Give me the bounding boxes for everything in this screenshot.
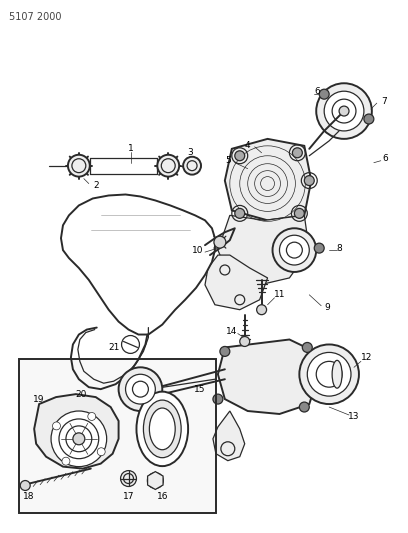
Ellipse shape [149, 408, 175, 450]
Circle shape [293, 148, 302, 158]
Circle shape [240, 336, 250, 346]
Circle shape [62, 457, 70, 465]
Ellipse shape [144, 400, 181, 458]
Circle shape [88, 413, 96, 421]
Polygon shape [218, 215, 309, 285]
Text: 9: 9 [324, 303, 330, 312]
Text: 5107 2000: 5107 2000 [9, 12, 62, 22]
Polygon shape [225, 139, 311, 220]
Circle shape [157, 155, 179, 176]
Text: 16: 16 [157, 492, 168, 501]
Text: 5: 5 [225, 156, 231, 165]
Circle shape [235, 208, 245, 219]
Circle shape [68, 155, 90, 176]
Circle shape [214, 236, 226, 248]
Circle shape [279, 235, 309, 265]
Circle shape [307, 352, 351, 396]
Circle shape [299, 344, 359, 404]
Text: 11: 11 [274, 290, 285, 300]
Circle shape [119, 367, 162, 411]
Text: 7: 7 [381, 96, 387, 106]
Circle shape [364, 114, 374, 124]
Circle shape [299, 402, 309, 412]
Text: 4: 4 [245, 141, 251, 150]
Circle shape [302, 343, 312, 352]
Text: 13: 13 [348, 413, 360, 422]
Polygon shape [19, 359, 216, 513]
Circle shape [147, 473, 163, 488]
Text: 3: 3 [187, 148, 193, 157]
Text: 17: 17 [123, 492, 134, 501]
Text: 6: 6 [314, 87, 320, 96]
Text: 18: 18 [23, 492, 35, 501]
Circle shape [314, 243, 324, 253]
Text: 12: 12 [361, 353, 373, 362]
Text: 21: 21 [108, 343, 119, 352]
Circle shape [53, 422, 60, 430]
Circle shape [319, 89, 329, 99]
Circle shape [121, 471, 136, 487]
Polygon shape [90, 158, 157, 174]
Circle shape [235, 151, 245, 161]
Text: 10: 10 [192, 246, 204, 255]
Polygon shape [34, 394, 119, 469]
Text: 19: 19 [33, 394, 45, 403]
Ellipse shape [332, 360, 342, 388]
Polygon shape [218, 340, 317, 414]
Text: 6: 6 [382, 154, 388, 163]
Circle shape [324, 91, 364, 131]
Ellipse shape [136, 392, 188, 466]
Text: 15: 15 [194, 385, 206, 394]
Circle shape [257, 305, 266, 314]
Circle shape [183, 157, 201, 175]
Circle shape [97, 448, 105, 456]
Polygon shape [213, 411, 245, 461]
Bar [19, 359, 216, 513]
Circle shape [316, 83, 372, 139]
Polygon shape [148, 472, 163, 489]
Circle shape [304, 175, 314, 185]
Circle shape [220, 346, 230, 357]
Polygon shape [205, 255, 268, 310]
Circle shape [20, 481, 30, 490]
Circle shape [126, 374, 155, 404]
Text: 20: 20 [75, 390, 86, 399]
Circle shape [73, 433, 85, 445]
Circle shape [213, 394, 223, 404]
Circle shape [339, 106, 349, 116]
Text: 1: 1 [128, 144, 133, 154]
Text: 8: 8 [336, 244, 342, 253]
Circle shape [51, 411, 106, 466]
Polygon shape [61, 195, 215, 335]
Circle shape [295, 208, 304, 219]
Text: 2: 2 [93, 181, 99, 190]
Text: 14: 14 [226, 327, 237, 336]
Circle shape [273, 228, 316, 272]
